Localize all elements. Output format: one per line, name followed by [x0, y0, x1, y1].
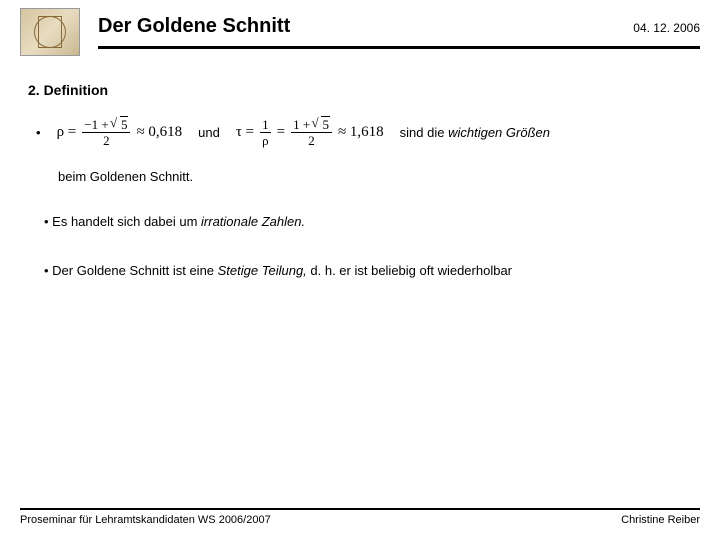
formula-tau: τ = 1 ρ = 1 + 5 2 ≈ 1,618 [236, 118, 384, 147]
rho-approx: ≈ 0,618 [136, 124, 182, 141]
tau-sqrt: 5 [321, 116, 330, 132]
bullet-2: • Es handelt sich dabei um irrationale Z… [44, 214, 684, 229]
footer: Proseminar für Lehramtskandidaten WS 200… [0, 508, 720, 526]
rho-sqrt: 5 [120, 116, 129, 132]
tail-ital: wichtigen Größen [448, 125, 550, 140]
line-2: beim Goldenen Schnitt. [58, 169, 684, 184]
tau-inv-den: ρ [260, 133, 271, 147]
rho-den: 2 [101, 133, 112, 147]
footer-rule [20, 508, 700, 510]
b3-post: d. h. er ist beliebig oft wiederholbar [307, 263, 512, 278]
tau-inv-fraction: 1 ρ [260, 118, 271, 147]
tail-text: sind die wichtigen Größen [400, 125, 550, 140]
section-heading: 2. Definition [0, 56, 720, 98]
rho-num-a: −1 + [84, 117, 108, 132]
tau-den: 2 [306, 133, 317, 147]
b2-ital: irrationale Zahlen. [201, 214, 305, 229]
formula-row: • ρ = −1 + 5 2 ≈ 0,618 und τ = 1 ρ = 1 [36, 118, 684, 147]
date: 04. 12. 2006 [633, 21, 700, 35]
tau-eq: = [277, 124, 285, 141]
b2-pre: • Es handelt sich dabei um [44, 214, 201, 229]
tau-inv-num: 1 [260, 118, 271, 133]
tau-num-a: 1 + [293, 117, 310, 132]
rho-fraction: −1 + 5 2 [82, 118, 130, 147]
b3-pre: • Der Goldene Schnitt ist eine [44, 263, 218, 278]
b3-ital: Stetige Teilung, [218, 263, 307, 278]
tau-approx: ≈ 1,618 [338, 124, 384, 141]
bullet-3: • Der Goldene Schnitt ist eine Stetige T… [44, 263, 684, 278]
footer-right: Christine Reiber [621, 514, 700, 526]
vitruvian-image [20, 8, 80, 56]
content: • ρ = −1 + 5 2 ≈ 0,618 und τ = 1 ρ = 1 [0, 98, 720, 278]
tau-fraction: 1 + 5 2 [291, 118, 332, 147]
und-label: und [198, 125, 220, 140]
header: Der Goldene Schnitt 04. 12. 2006 [0, 0, 720, 56]
title-block: Der Goldene Schnitt 04. 12. 2006 [98, 15, 700, 49]
footer-left: Proseminar für Lehramtskandidaten WS 200… [20, 514, 271, 526]
rho-lhs: ρ = [57, 124, 77, 141]
bullet-1: • [36, 125, 41, 140]
header-rule [98, 46, 700, 49]
tail-pre: sind die [400, 125, 448, 140]
formula-rho: ρ = −1 + 5 2 ≈ 0,618 [57, 118, 183, 147]
page-title: Der Goldene Schnitt [98, 15, 290, 38]
tau-lhs: τ = [236, 124, 254, 141]
